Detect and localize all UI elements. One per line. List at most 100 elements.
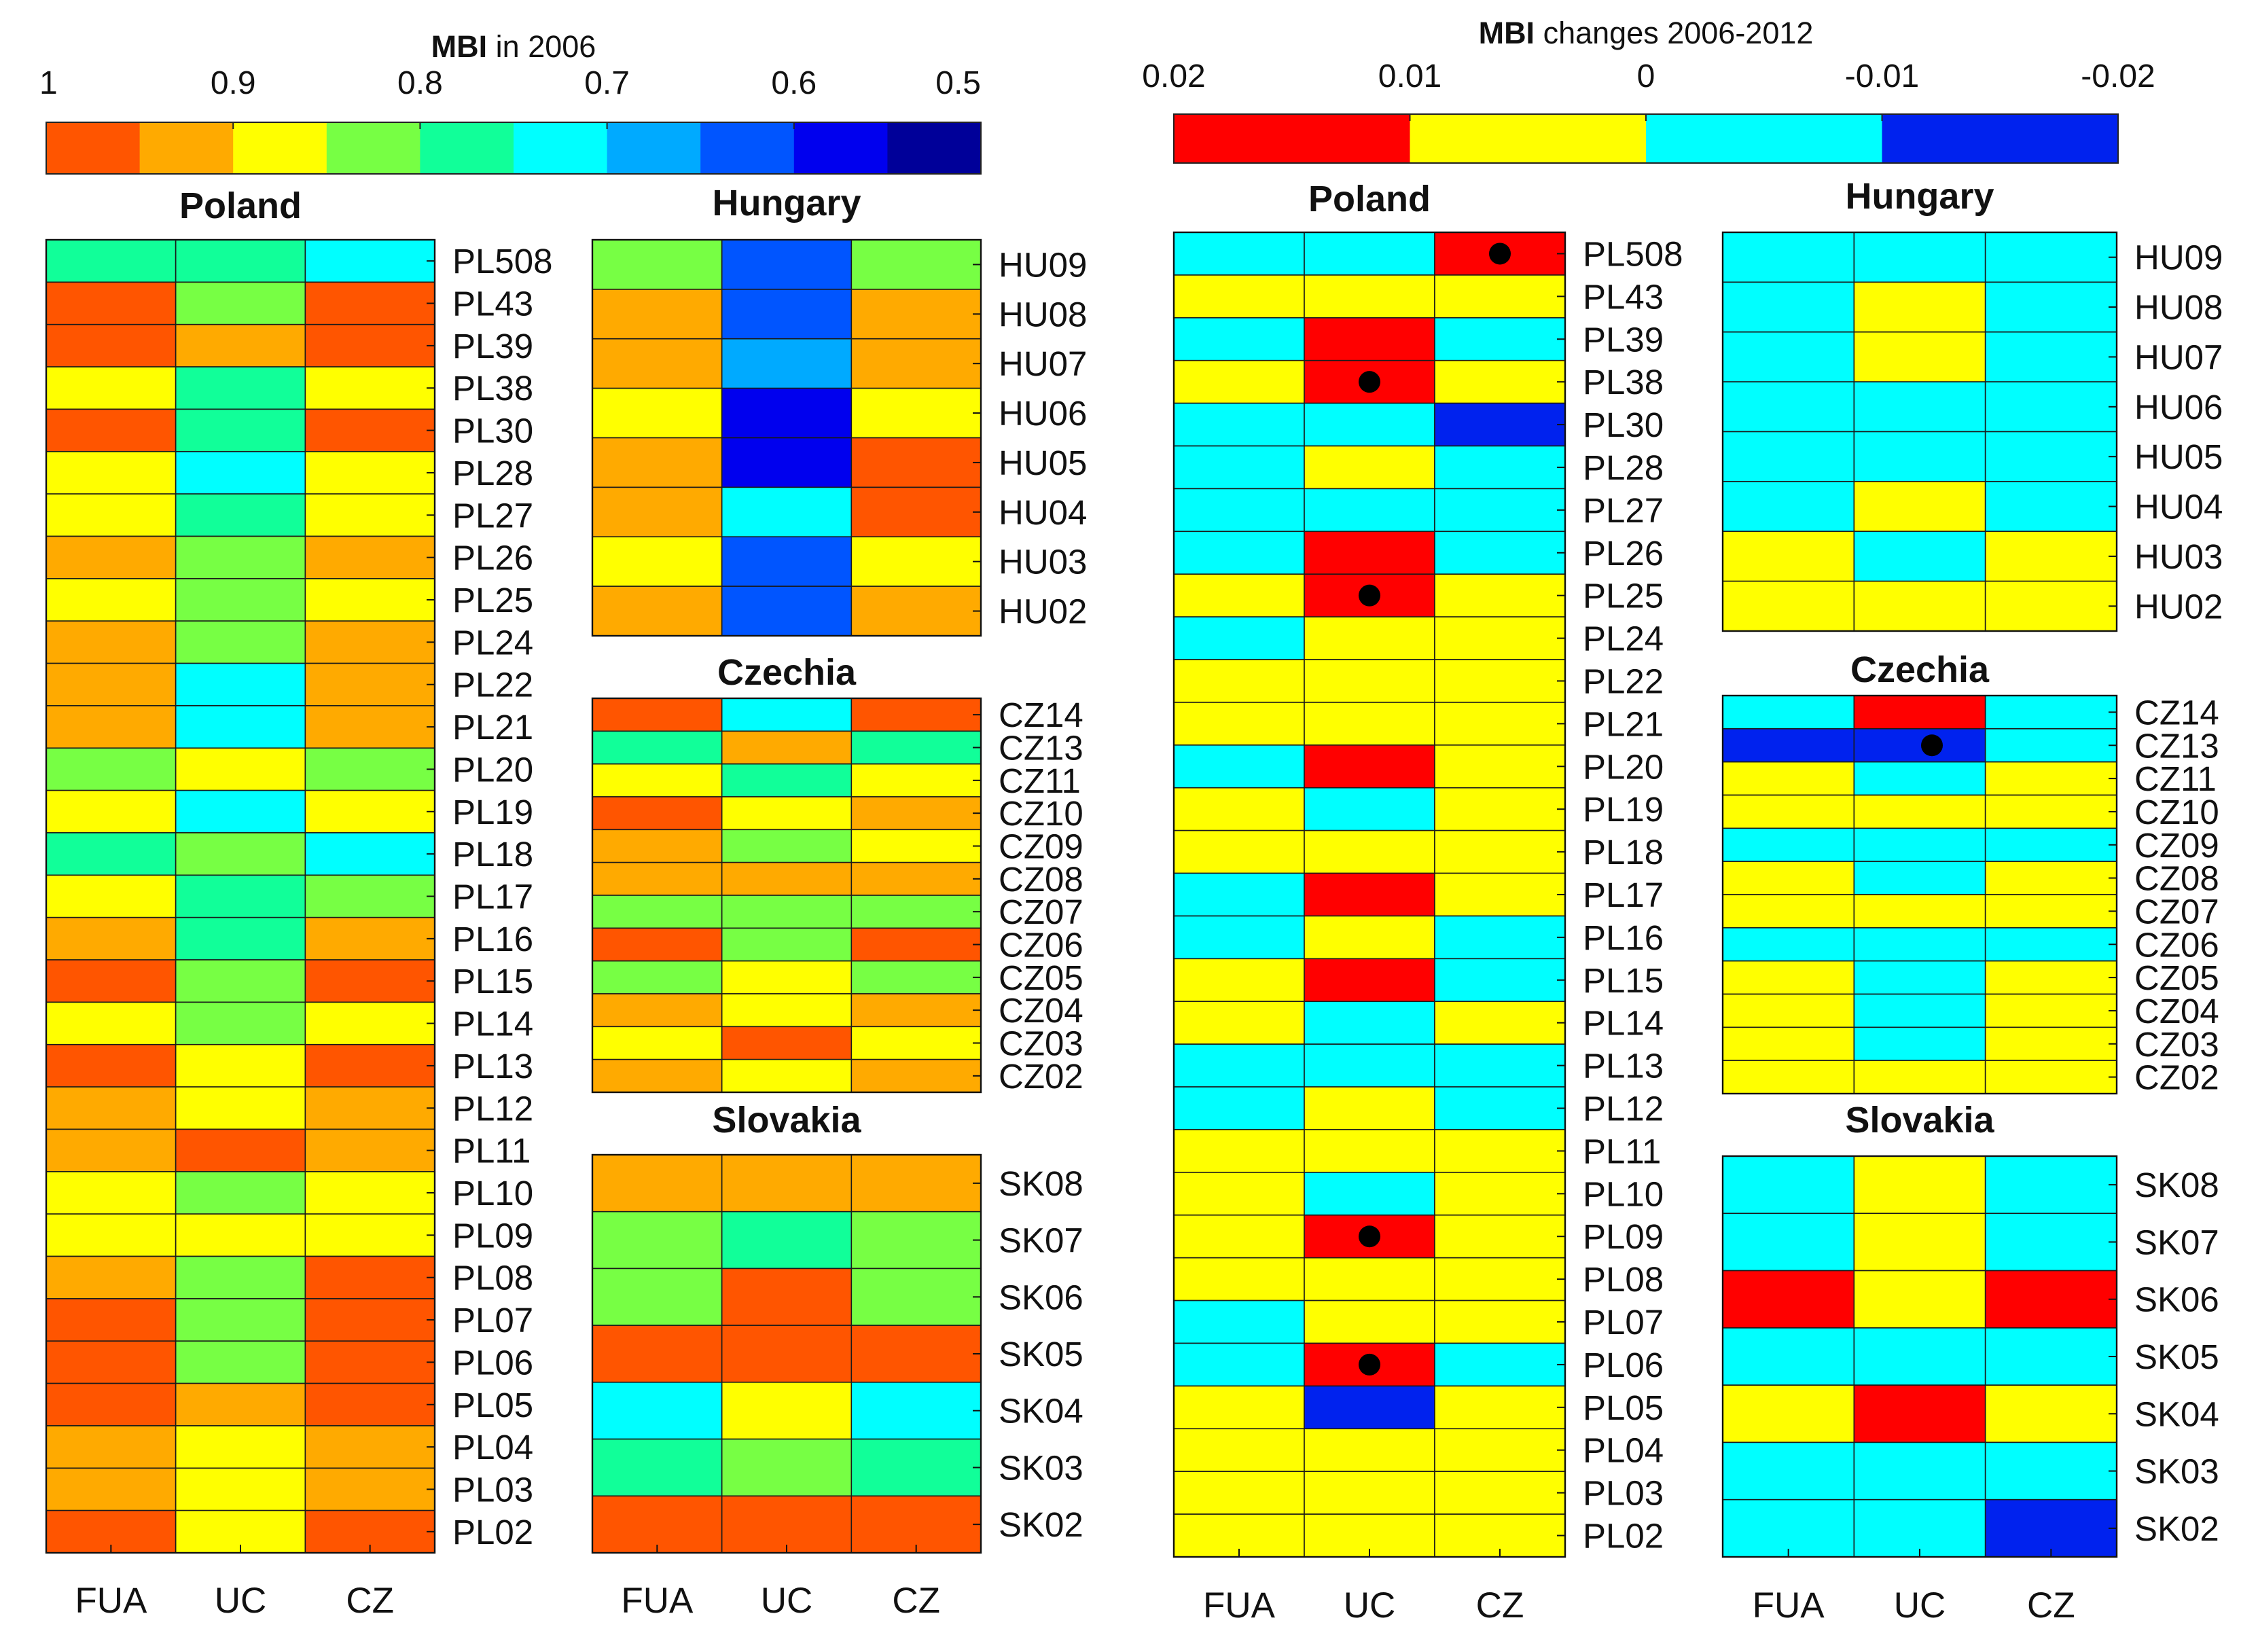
heatmap-cell bbox=[721, 960, 853, 994]
heatmap-cell bbox=[592, 437, 723, 488]
heatmap-cell bbox=[1853, 1441, 1986, 1501]
heatmap-cell bbox=[850, 796, 982, 831]
heatmap-cell bbox=[850, 289, 982, 340]
right-heatmap-slovakia: Slovakia SK08 SK07 SK06 SK05 SK04 SK03 SK02 FUA U… bbox=[1721, 1100, 2219, 1626]
heatmap-cell bbox=[1434, 573, 1566, 617]
heatmap-cell bbox=[1304, 317, 1435, 361]
heatmap-cell bbox=[721, 829, 853, 863]
heatmap-cell bbox=[46, 1298, 177, 1342]
country-title: Slovakia bbox=[1845, 1100, 1994, 1141]
heatmap-cell bbox=[1304, 872, 1435, 917]
row-label: HU03 bbox=[999, 543, 1087, 581]
heatmap-cell bbox=[1434, 872, 1566, 917]
row-label: PL12 bbox=[452, 1089, 533, 1128]
heatmap-cell bbox=[46, 916, 177, 960]
heatmap-cell bbox=[592, 289, 723, 340]
row-label: HU05 bbox=[2134, 437, 2223, 476]
column-label: UC bbox=[215, 1581, 267, 1621]
heatmap-cell bbox=[175, 578, 306, 622]
heatmap-cell bbox=[1434, 274, 1566, 319]
heatmap-cell bbox=[1434, 1172, 1566, 1216]
row-label: CZ07 bbox=[999, 893, 1083, 931]
heatmap-cell bbox=[1853, 1155, 1986, 1215]
heatmap-cell bbox=[1434, 1299, 1566, 1344]
heatmap-cell bbox=[1434, 1129, 1566, 1173]
heatmap-cell bbox=[592, 1026, 723, 1060]
heatmap-cell bbox=[175, 493, 306, 537]
heatmap-cell bbox=[1853, 580, 1986, 632]
colorbar-swatch bbox=[420, 122, 514, 174]
heatmap-cell bbox=[1722, 1026, 1855, 1061]
row-label: HU02 bbox=[999, 592, 1087, 631]
heatmap-cell bbox=[721, 338, 853, 389]
row-label: CZ03 bbox=[2134, 1025, 2219, 1064]
row-label: CZ07 bbox=[2134, 892, 2219, 931]
column-label: FUA bbox=[621, 1581, 694, 1621]
heatmap-cell bbox=[1173, 915, 1305, 960]
heatmap-cell bbox=[1434, 958, 1566, 1003]
heatmap-cell bbox=[850, 1154, 982, 1213]
row-label: PL19 bbox=[452, 793, 533, 831]
heatmap-cell bbox=[1173, 274, 1305, 319]
row-label: PL15 bbox=[452, 962, 533, 1001]
row-label: CZ04 bbox=[999, 991, 1083, 1030]
colorbar-swatch bbox=[607, 122, 701, 174]
heatmap-cell bbox=[304, 1043, 435, 1088]
row-label: SK08 bbox=[999, 1164, 1083, 1203]
row-label: SK05 bbox=[999, 1335, 1083, 1373]
column-label: UC bbox=[761, 1581, 813, 1621]
row-label: HU06 bbox=[999, 394, 1087, 433]
row-label: CZ04 bbox=[2134, 992, 2219, 1030]
heatmap-cell bbox=[46, 1001, 177, 1045]
heatmap-cell bbox=[1434, 829, 1566, 874]
heatmap-cell bbox=[1173, 787, 1305, 831]
row-label: PL08 bbox=[1583, 1260, 1664, 1299]
heatmap-cell bbox=[1984, 281, 2117, 333]
heatmap-frame bbox=[591, 697, 982, 1094]
heatmap-cell bbox=[1173, 402, 1305, 447]
heatmap-cell bbox=[46, 450, 177, 495]
row-label: CZ11 bbox=[999, 761, 1081, 800]
heatmap-cell bbox=[304, 916, 435, 960]
heatmap-frame bbox=[1721, 231, 2118, 632]
heatmap-cell bbox=[1722, 381, 1855, 433]
row-label: PL02 bbox=[452, 1513, 533, 1551]
heatmap-cell bbox=[721, 1382, 853, 1440]
heatmap-cell bbox=[1434, 1513, 1566, 1558]
colorbar-swatch bbox=[514, 122, 608, 174]
row-label: PL38 bbox=[452, 369, 533, 408]
row-label: HU08 bbox=[999, 295, 1087, 334]
heatmap-cell bbox=[1304, 531, 1435, 575]
heatmap-cell bbox=[1722, 960, 1855, 995]
heatmap-cell bbox=[850, 1382, 982, 1440]
heatmap-cell bbox=[1984, 331, 2117, 382]
heatmap-cell bbox=[175, 832, 306, 876]
heatmap-cell bbox=[304, 239, 435, 283]
colorbar-tick-label: 0.01 bbox=[1378, 58, 1441, 94]
heatmap-cell bbox=[175, 705, 306, 749]
heatmap-cell bbox=[1304, 744, 1435, 789]
heatmap-cell bbox=[1173, 1043, 1305, 1088]
row-label: PL39 bbox=[452, 327, 533, 365]
heatmap-cell bbox=[1722, 827, 1855, 862]
heatmap-cell bbox=[46, 493, 177, 537]
heatmap-cell bbox=[1304, 1471, 1435, 1515]
row-label: PL03 bbox=[1583, 1474, 1664, 1513]
colorbar-tick-label: 0.02 bbox=[1142, 58, 1205, 94]
heatmap-cell bbox=[1984, 481, 2117, 533]
heatmap-cell bbox=[1304, 274, 1435, 319]
heatmap-cell bbox=[304, 662, 435, 706]
row-label: SK08 bbox=[2134, 1166, 2219, 1204]
heatmap-cell bbox=[592, 1382, 723, 1440]
heatmap-cell bbox=[1304, 1428, 1435, 1472]
heatmap-cell bbox=[46, 1086, 177, 1130]
heatmap-cell bbox=[721, 895, 853, 929]
row-label: PL16 bbox=[452, 920, 533, 958]
heatmap-cell bbox=[1722, 1384, 1855, 1443]
heatmap-cell bbox=[1984, 1327, 2117, 1386]
heatmap-cell bbox=[1722, 1327, 1855, 1386]
heatmap-cell bbox=[1853, 695, 1986, 730]
row-label: PL13 bbox=[452, 1047, 533, 1085]
row-label: SK03 bbox=[2134, 1452, 2219, 1491]
row-label: SK07 bbox=[999, 1221, 1083, 1260]
